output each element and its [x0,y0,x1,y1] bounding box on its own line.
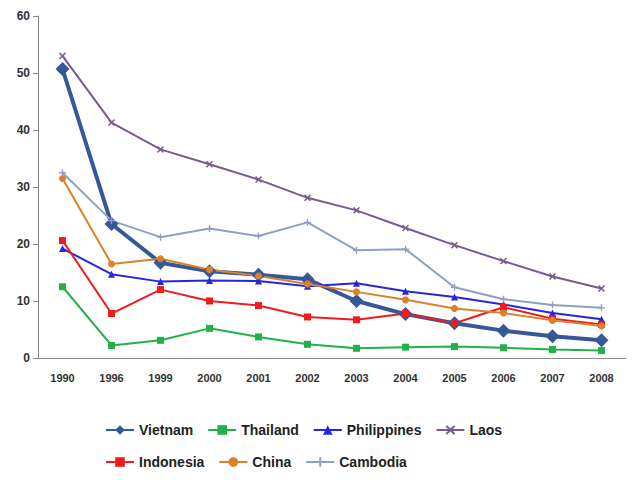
svg-text:0: 0 [23,351,30,365]
svg-text:20: 20 [17,237,31,251]
svg-text:2000: 2000 [197,372,221,384]
svg-text:1996: 1996 [99,372,123,384]
svg-text:2002: 2002 [295,372,319,384]
svg-text:1999: 1999 [148,372,172,384]
svg-text:10: 10 [17,294,31,308]
svg-text:2003: 2003 [344,372,368,384]
svg-text:2005: 2005 [442,372,466,384]
svg-text:40: 40 [17,123,31,137]
svg-text:2008: 2008 [589,372,613,384]
svg-text:Thailand: Thailand [241,422,299,438]
svg-text:China: China [252,454,291,470]
svg-text:2001: 2001 [246,372,270,384]
svg-text:Cambodia: Cambodia [339,454,407,470]
svg-text:2004: 2004 [393,372,418,384]
svg-text:30: 30 [17,180,31,194]
svg-text:Indonesia: Indonesia [139,454,205,470]
svg-text:Vietnam: Vietnam [139,422,193,438]
svg-text:2007: 2007 [540,372,564,384]
svg-text:50: 50 [17,66,31,80]
svg-text:Laos: Laos [469,422,502,438]
svg-text:Philippines: Philippines [347,422,422,438]
svg-text:1990: 1990 [50,372,74,384]
svg-text:60: 60 [17,9,31,23]
svg-text:2006: 2006 [491,372,515,384]
